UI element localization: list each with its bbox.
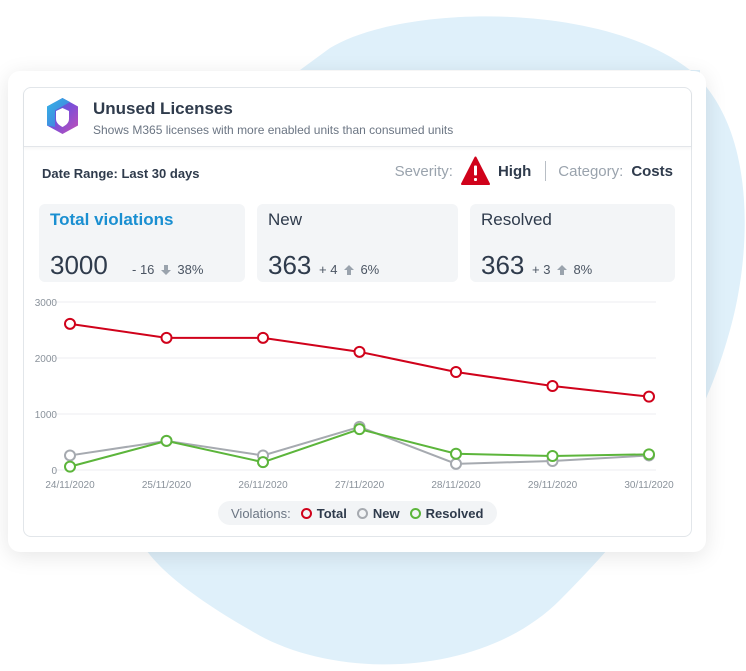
legend-title: Violations: xyxy=(231,505,291,521)
legend-item-resolved[interactable]: Resolved xyxy=(409,505,484,521)
stat-resolved-label: Resolved xyxy=(481,210,552,229)
stat-resolved-value: 363 xyxy=(481,250,525,280)
stat-total-value: 3000 xyxy=(50,250,108,280)
y-tick-label: 1000 xyxy=(35,410,58,421)
data-point-resolved xyxy=(546,450,559,462)
chart-legend: Violations: Total New Resolved xyxy=(218,501,497,525)
data-point-total xyxy=(64,317,76,330)
stat-new-label: New xyxy=(268,210,303,229)
stat-new-value: 363 xyxy=(268,250,312,280)
stat-total-delta: - 16 38% xyxy=(132,262,203,277)
arrow-up-icon xyxy=(344,264,355,275)
legend-label-total: Total xyxy=(316,505,347,521)
widget-title: Unused Licenses xyxy=(93,99,233,118)
data-point-total xyxy=(643,390,655,403)
widget-subtitle: Shows M365 licenses with more enabled un… xyxy=(93,123,454,137)
stat-new-change: + 4 xyxy=(319,262,338,277)
stat-card-resolved: Resolved 363 + 3 8% xyxy=(470,204,675,282)
x-tick-label: 29/11/2020 xyxy=(528,480,578,491)
data-point-resolved xyxy=(257,456,269,469)
x-tick-label: 30/11/2020 xyxy=(624,480,674,491)
data-point-total xyxy=(546,380,559,392)
legend-marker-total xyxy=(300,507,312,519)
widget-panel: Unused Licenses Shows M365 licenses with… xyxy=(23,87,692,537)
stat-resolved-delta: + 3 8% xyxy=(532,262,592,277)
data-point-new xyxy=(450,457,462,470)
legend-item-total[interactable]: Total xyxy=(300,505,347,521)
legend-marker-new xyxy=(356,507,368,519)
legend-label-new: New xyxy=(372,505,400,521)
x-tick-label: 24/11/2020 xyxy=(45,480,95,491)
data-point-resolved xyxy=(450,447,462,460)
stat-card-new: New 363 + 4 6% xyxy=(257,204,458,282)
x-tick-label: 25/11/2020 xyxy=(142,480,192,491)
category-value: Costs xyxy=(631,162,673,180)
data-point-new xyxy=(64,449,76,462)
x-tick-label: 27/11/2020 xyxy=(335,480,385,491)
widget-header: Unused Licenses Shows M365 licenses with… xyxy=(24,88,691,147)
data-point-resolved xyxy=(64,460,76,473)
severity-value: High xyxy=(497,162,532,180)
stat-card-total: Total violations 3000 - 16 38% xyxy=(39,204,245,282)
y-tick-label: 0 xyxy=(51,466,57,477)
y-tick-label: 2000 xyxy=(35,354,58,365)
arrow-up-icon xyxy=(557,264,568,275)
warning-triangle-icon xyxy=(460,156,490,185)
x-tick-label: 28/11/2020 xyxy=(431,480,481,491)
arrow-down-icon xyxy=(161,264,172,275)
legend-label-resolved: Resolved xyxy=(425,505,484,521)
violations-line-chart: 0 1000 2000 3000 24/11/2020 25/11/2020 26/11/2… xyxy=(35,298,674,491)
legend-item-new[interactable]: New xyxy=(356,505,400,521)
legend-marker-resolved xyxy=(409,507,421,519)
date-range-label: Date Range: Last 30 days xyxy=(42,166,200,181)
stat-total-percent: 38% xyxy=(177,262,204,277)
filter-divider xyxy=(545,161,547,181)
severity-label: Severity: xyxy=(394,162,453,180)
data-point-resolved xyxy=(643,448,655,461)
stat-new-delta: + 4 6% xyxy=(319,262,379,277)
stat-resolved-percent: 8% xyxy=(573,262,593,277)
stat-new-percent: 6% xyxy=(360,262,380,277)
data-point-total xyxy=(160,331,173,344)
data-point-total xyxy=(450,366,462,378)
severity-category-row: Severity: High Category: Costs xyxy=(395,154,673,188)
series-line-total xyxy=(69,322,650,398)
stat-resolved-change: + 3 xyxy=(532,262,551,277)
stat-total-change: - 16 xyxy=(132,262,155,277)
stat-total-label: Total violations xyxy=(50,210,174,229)
data-point-total xyxy=(257,331,269,344)
data-point-total xyxy=(353,345,366,358)
category-label: Category: xyxy=(558,162,624,180)
data-point-resolved xyxy=(353,423,366,436)
microsoft365-logo-icon xyxy=(47,98,78,134)
x-tick-label: 26/11/2020 xyxy=(238,480,288,491)
data-point-resolved xyxy=(160,434,173,447)
y-tick-label: 3000 xyxy=(35,298,58,309)
